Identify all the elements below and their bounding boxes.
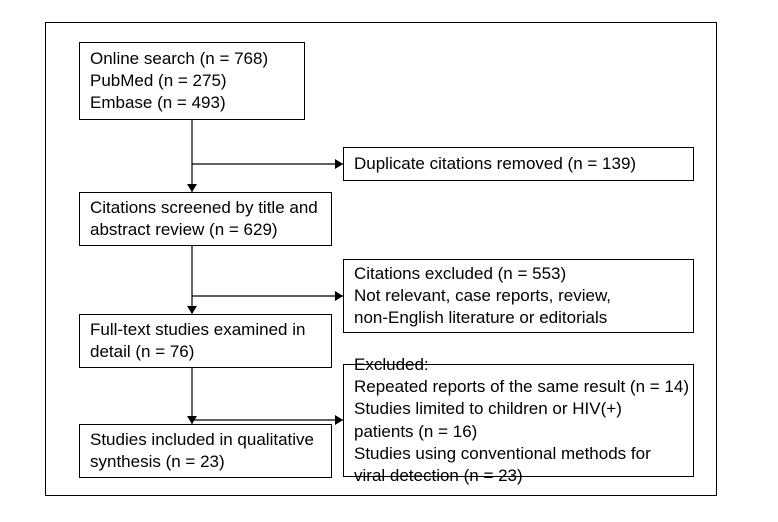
flow-node-text: Studies limited to children or HIV(+) [354, 398, 683, 420]
flow-node-text: abstract review (n = 629) [90, 219, 321, 241]
flow-node-text: Not relevant, case reports, review, [354, 285, 683, 307]
flow-node-fulltext: Full-text studies examined indetail (n =… [79, 314, 332, 368]
flow-node-excluded1: Citations excluded (n = 553)Not relevant… [343, 259, 694, 333]
flow-node-text: viral detection (n = 23) [354, 465, 683, 487]
flow-node-text: Studies using conventional methods for [354, 443, 683, 465]
flow-node-text: Repeated reports of the same result (n =… [354, 376, 683, 398]
flow-node-text: Duplicate citations removed (n = 139) [354, 153, 683, 175]
flow-node-excluded2: Excluded:Repeated reports of the same re… [343, 364, 694, 477]
flow-node-text: Online search (n = 768) [90, 48, 294, 70]
flow-node-text: non-English literature or editorials [354, 307, 683, 329]
flow-node-online: Online search (n = 768)PubMed (n = 275)E… [79, 42, 305, 120]
flow-node-text: PubMed (n = 275) [90, 70, 294, 92]
flow-node-text: Studies included in qualitative [90, 429, 321, 451]
flow-node-screened: Citations screened by title andabstract … [79, 192, 332, 246]
flow-node-text: Citations excluded (n = 553) [354, 263, 683, 285]
flow-node-dup_removed: Duplicate citations removed (n = 139) [343, 147, 694, 181]
flow-node-text: Embase (n = 493) [90, 92, 294, 114]
flow-node-text: patients (n = 16) [354, 421, 683, 443]
flow-node-qualitative: Studies included in qualitativesynthesis… [79, 424, 332, 478]
flow-node-text: Citations screened by title and [90, 197, 321, 219]
flow-node-text: Full-text studies examined in [90, 319, 321, 341]
flow-node-text: synthesis (n = 23) [90, 451, 321, 473]
flow-node-text: Excluded: [354, 354, 683, 376]
flow-node-text: detail (n = 76) [90, 341, 321, 363]
